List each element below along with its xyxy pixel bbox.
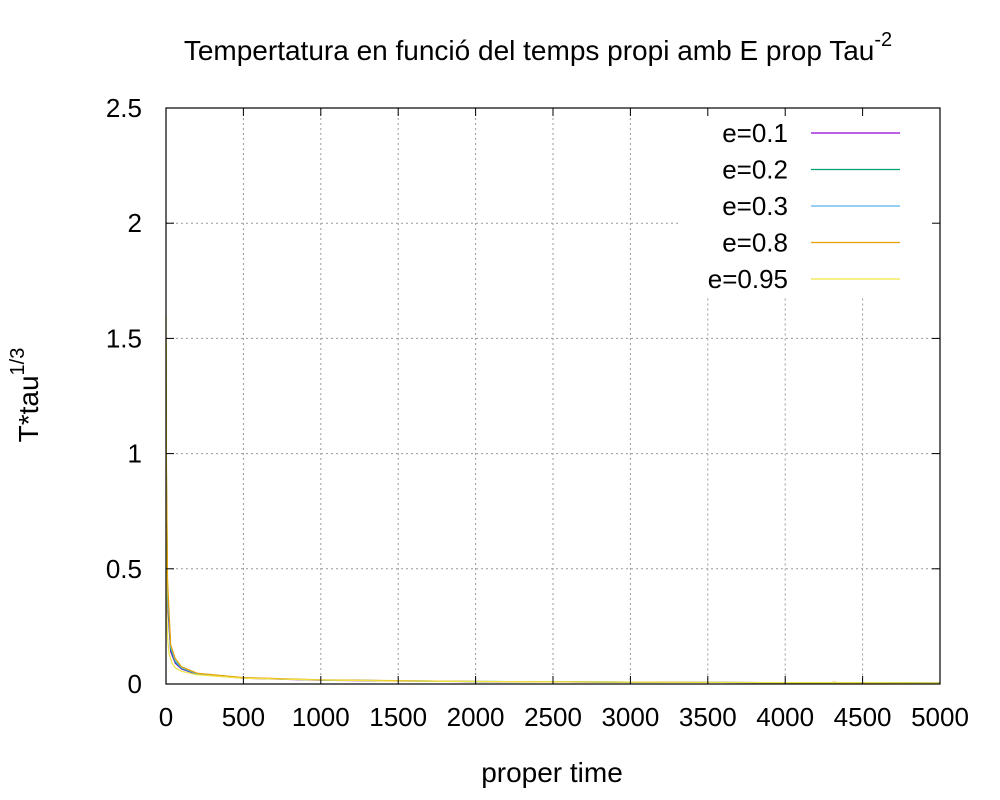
x-tick-label: 4000 — [756, 702, 814, 732]
chart-title-superscript: -2 — [874, 29, 892, 51]
legend-label: e=0.3 — [722, 191, 788, 221]
grid — [166, 108, 940, 684]
y-axis-label-main: T*tau — [13, 375, 44, 442]
legend: e=0.1 e=0.2 e=0.3 e=0.8 e=0.95 — [708, 118, 900, 294]
x-tick-label: 4500 — [834, 702, 892, 732]
x-axis-label: proper time — [481, 757, 623, 788]
x-tick-label: 3500 — [679, 702, 737, 732]
chart-title-main: Tempertatura en funció del temps propi a… — [184, 35, 875, 66]
x-tick-label: 2000 — [447, 702, 505, 732]
legend-label: e=0.1 — [722, 118, 788, 148]
legend-label: e=0.95 — [708, 264, 788, 294]
x-tick-label: 1000 — [292, 702, 350, 732]
y-tick-label: 2 — [128, 208, 142, 238]
x-tick-label: 3000 — [601, 702, 659, 732]
chart-title: Tempertatura en funció del temps propi a… — [184, 29, 892, 66]
x-tick-label: 2500 — [524, 702, 582, 732]
x-tick-label: 5000 — [911, 702, 969, 732]
axis-ticks: 0 500 1000 1500 2000 2500 3000 3500 4000 4500 5000… — [106, 93, 969, 732]
legend-label: e=0.2 — [722, 155, 788, 185]
x-tick-label: 500 — [222, 702, 265, 732]
y-tick-label: 0 — [128, 669, 142, 699]
y-axis-label: T*tau1/3 — [7, 348, 44, 443]
y-tick-label: 2.5 — [106, 93, 142, 123]
y-tick-label: 1.5 — [106, 323, 142, 353]
legend-label: e=0.8 — [722, 228, 788, 258]
y-tick-label: 0.5 — [106, 554, 142, 584]
x-tick-label: 0 — [159, 702, 173, 732]
y-tick-label: 1 — [128, 439, 142, 469]
series-line-4 — [165, 338, 940, 684]
x-tick-label: 1500 — [369, 702, 427, 732]
y-axis-label-superscript: 1/3 — [7, 348, 29, 376]
